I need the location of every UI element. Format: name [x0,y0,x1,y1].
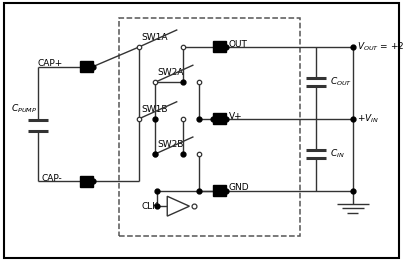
Text: GND: GND [229,183,249,192]
Text: OUT: OUT [229,40,247,49]
Text: V+: V+ [229,112,242,121]
Text: $V_{OUT}$ = +2$V_{IN}$: $V_{OUT}$ = +2$V_{IN}$ [357,41,403,53]
Text: +$V_{IN}$: +$V_{IN}$ [357,112,379,125]
Text: $C_{PUMP}$: $C_{PUMP}$ [11,102,37,115]
Text: $C_{IN}$: $C_{IN}$ [330,148,345,160]
Text: $C_{OUT}$: $C_{OUT}$ [330,76,353,88]
Bar [213,185,226,196]
Bar [80,176,93,187]
Bar [80,61,93,72]
Text: SW2B: SW2B [157,140,183,149]
Bar [213,113,226,124]
Text: SW1B: SW1B [141,105,168,114]
Text: CLK: CLK [141,202,158,211]
Text: SW2A: SW2A [157,68,183,77]
Text: SW1A: SW1A [141,33,168,42]
Bar [213,41,226,52]
Bar [119,18,300,236]
Text: CAP-: CAP- [42,174,62,183]
Text: CAP+: CAP+ [37,60,62,68]
